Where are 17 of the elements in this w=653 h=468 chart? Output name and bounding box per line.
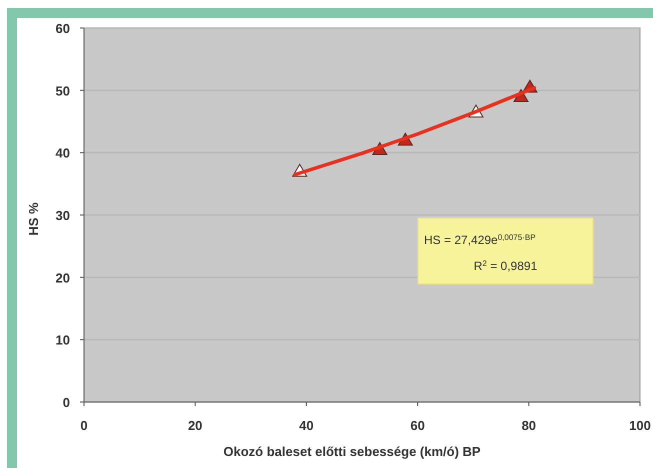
y-tick-label: 50 (56, 83, 70, 98)
x-axis-title: Okozó baleset előtti sebessége (km/ó) BP (223, 444, 481, 459)
y-tick-label: 60 (56, 21, 70, 36)
x-tick-label: 100 (629, 418, 651, 433)
y-tick-label: 0 (62, 395, 70, 410)
x-tick-label: 20 (188, 418, 202, 433)
y-tick-label: 40 (56, 146, 70, 161)
x-tick-label: 80 (522, 418, 536, 433)
annotation: R$^{2}$ = 0,9891 (474, 258, 538, 273)
x-tick-label: 40 (299, 418, 314, 433)
y-tick-label: 10 (56, 332, 70, 348)
x-tick-label: 60 (410, 418, 425, 433)
y-axis-title: HS % (26, 202, 41, 236)
x-tick-label: 0 (80, 418, 88, 433)
y-tick-label: 30 (56, 208, 70, 223)
annotation: HS = 27,429e$^{0,0075·BP}$ (424, 232, 536, 247)
y-tick-label: 20 (56, 270, 70, 286)
